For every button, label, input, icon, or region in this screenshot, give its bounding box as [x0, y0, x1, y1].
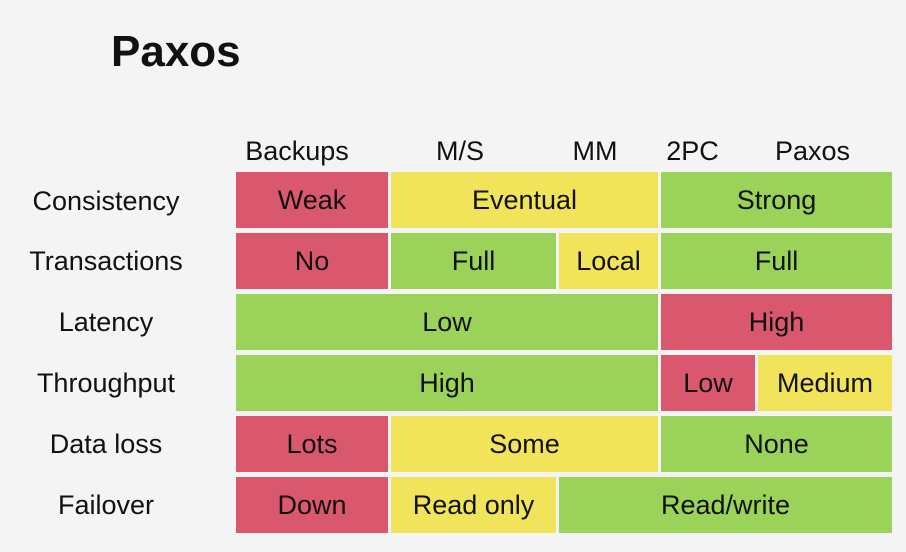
- cell-transactions-no: No: [236, 233, 388, 289]
- cell-failover-read-only: Read only: [391, 477, 556, 533]
- col-header-mm: MM: [572, 136, 618, 166]
- slide-title: Paxos: [111, 27, 241, 76]
- cell-consistency-weak: Weak: [236, 172, 388, 228]
- col-header-backups: Backups: [245, 136, 349, 166]
- cell-data-loss-lots: Lots: [236, 416, 388, 472]
- row-header-data-loss: Data loss: [49, 429, 163, 459]
- cell-latency-high: High: [661, 294, 892, 350]
- cell-failover-read-write: Read/write: [559, 477, 892, 533]
- cell-throughput-medium: Medium: [758, 355, 892, 411]
- row-header-latency: Latency: [58, 307, 154, 337]
- cell-latency-low: Low: [236, 294, 658, 350]
- col-header-2pc: 2PC: [666, 136, 719, 166]
- cell-consistency-strong: Strong: [661, 172, 892, 228]
- cell-data-loss-some: Some: [391, 416, 658, 472]
- cell-failover-down: Down: [236, 477, 388, 533]
- cell-transactions-full-paxos: Full: [661, 233, 892, 289]
- col-header-ms: M/S: [435, 136, 484, 166]
- row-header-throughput: Throughput: [36, 368, 176, 398]
- col-header-paxos: Paxos: [774, 136, 851, 166]
- cell-transactions-full-ms: Full: [391, 233, 556, 289]
- row-header-transactions: Transactions: [29, 246, 183, 276]
- row-header-consistency: Consistency: [32, 186, 180, 216]
- cell-transactions-local: Local: [559, 233, 658, 289]
- cell-throughput-low: Low: [661, 355, 755, 411]
- cell-data-loss-none: None: [661, 416, 892, 472]
- cell-throughput-high: High: [236, 355, 658, 411]
- cell-consistency-eventual: Eventual: [391, 172, 658, 228]
- row-header-failover: Failover: [57, 490, 155, 520]
